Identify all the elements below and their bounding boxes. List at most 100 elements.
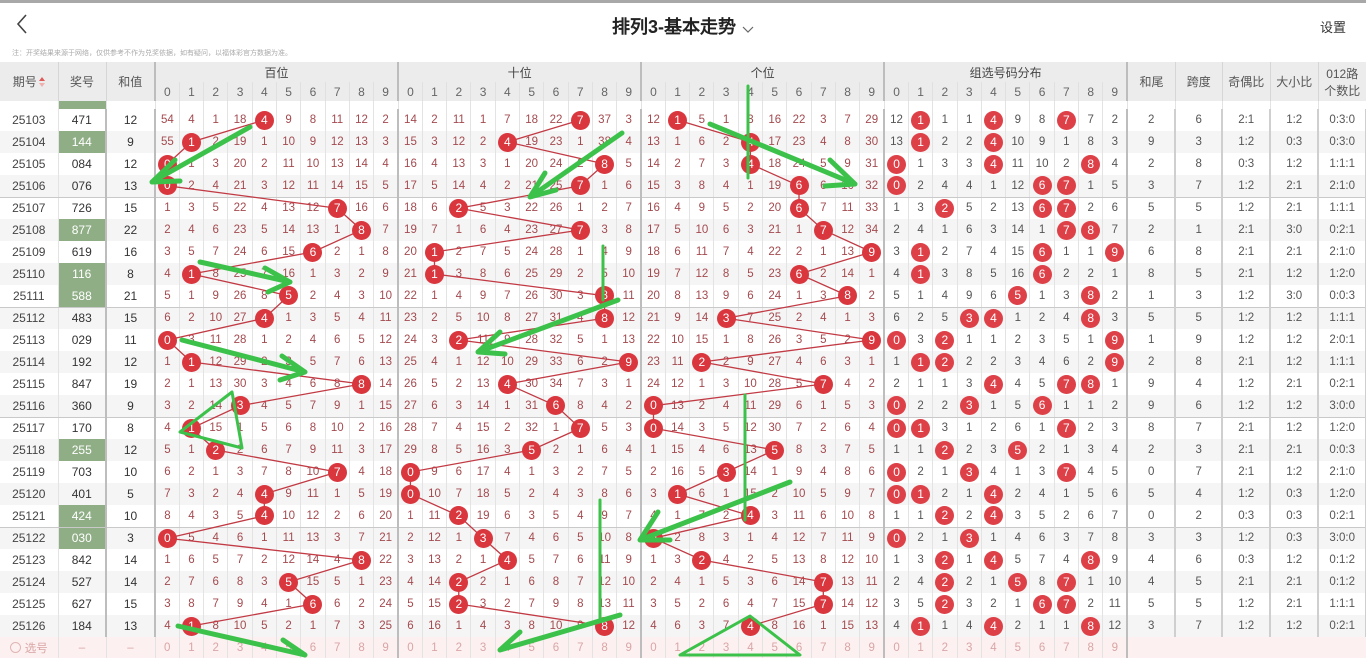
page-title-group[interactable]: 排列3-基本走势 — [0, 13, 1366, 39]
table-row[interactable]: 25118 255 12 5 1 2 2 6 7 9 11 3 17 29 8 5 16 3 5 2 1 6 4 1 15 4 6 1… — [0, 439, 1366, 461]
sort-arrows-icon[interactable] — [38, 76, 45, 90]
table-row[interactable]: 25107 726 15 1 3 5 22 4 13 12 7 16 6 18 6 2 5 3 22 26 1 2 7 16 4… — [0, 197, 1366, 219]
pick-digit-4[interactable]: 4 — [981, 637, 1007, 658]
draw-cell: 588 — [58, 285, 107, 308]
chevron-down-icon[interactable] — [742, 18, 754, 39]
table-row[interactable]: 25103 471 12 54 4 1 18 4 9 8 11 12 2 14 2 11 1 7 18 22 7 37 3 1… — [0, 109, 1366, 131]
col-issue[interactable]: 期号 — [0, 62, 59, 101]
units-cell: 9 — [738, 351, 764, 373]
pick-digit-8[interactable]: 8 — [1078, 637, 1104, 658]
table-row[interactable]: 25126 184 13 4 1 8 10 5 2 1 7 3 25 6 16 1 4 3 8 10 9 8 12 4 6 3 7 4… — [0, 615, 1366, 637]
units-cell: 5 — [835, 395, 861, 418]
pick-digit-2[interactable]: 2 — [446, 637, 472, 658]
table-row[interactable]: 25115 847 19 2 1 13 30 3 4 6 8 8 14 26 5 2 13 4 30 34 7 3 1 24 1… — [0, 373, 1366, 395]
table-row[interactable]: 25109 619 16 3 5 7 24 6 15 6 2 1 8 20 1 2 7 5 24 28 1 4 9 18 6 11… — [0, 241, 1366, 263]
pick-digit-3[interactable]: 3 — [713, 637, 739, 658]
sum-cell: 22 — [106, 219, 156, 241]
table-row[interactable]: 25125 627 15 3 8 7 9 4 1 6 6 2 24 5 15 2 3 2 7 9 8 13 11 3 5 2 6 4 7… — [0, 593, 1366, 615]
pick-digit-9[interactable]: 9 — [616, 637, 643, 658]
radio-circle-icon[interactable] — [9, 641, 21, 653]
group-cell: 4 — [1102, 439, 1129, 461]
table-row[interactable]: 25106 076 13 0 2 4 21 3 12 11 14 15 5 17 5 14 4 2 21 25 7 1 6 1… — [0, 175, 1366, 198]
table-row[interactable]: 25120 401 5 7 3 2 4 4 9 11 1 5 19 0 10 7 18 5 2 4 3 8 6 3 1 6 1 15 2… — [0, 483, 1366, 505]
pick-digit-7[interactable]: 7 — [325, 637, 350, 658]
pick-digit-7[interactable]: 7 — [811, 637, 836, 658]
pick-digit-4[interactable]: 4 — [495, 637, 521, 658]
hundreds-cell: 25 — [373, 615, 400, 637]
pick-digit-8[interactable]: 8 — [592, 637, 618, 658]
pick-digit-2[interactable]: 2 — [932, 637, 958, 658]
pick-digit-5[interactable]: 5 — [276, 637, 302, 658]
pick-digit-8[interactable]: 8 — [349, 637, 375, 658]
tens-cell: 29 — [398, 439, 423, 461]
pick-digit-0[interactable]: 0 — [155, 637, 180, 658]
pick-digit-0[interactable]: 0 — [884, 637, 909, 658]
pick-digit-4[interactable]: 4 — [738, 637, 764, 658]
table-row[interactable]: 25108 877 22 2 4 6 23 5 14 13 1 8 7 19 7 1 6 4 23 27 7 3 8 17 5 1… — [0, 219, 1366, 241]
pick-digit-9[interactable]: 9 — [859, 637, 886, 658]
hundreds-cell: 5 — [155, 285, 180, 308]
table-row[interactable]: 25117 170 8 4 1 15 1 5 6 8 10 2 16 28 7 4 15 2 32 1 7 5 3 0 14 3 5… — [0, 417, 1366, 439]
group-cell: 3 — [932, 153, 958, 175]
table-row[interactable]: 25116 360 9 3 2 14 3 4 5 7 9 1 15 27 6 3 14 1 31 6 8 4 2 0 13 2 4 1… — [0, 395, 1366, 418]
pick-digit-5[interactable]: 5 — [762, 637, 788, 658]
table-row[interactable]: 25114 192 12 1 1 12 29 2 3 5 7 6 13 25 4 1 12 10 29 33 6 2 9 23… — [0, 351, 1366, 373]
tens-cell: 9 — [422, 461, 448, 483]
pick-digit-9[interactable]: 9 — [1102, 637, 1129, 658]
pick-digit-6[interactable]: 6 — [786, 637, 812, 658]
table-row[interactable]: 25110 116 8 4 1 8 25 7 16 1 3 2 9 21 1 3 8 6 25 29 2 5 10 19 7 12… — [0, 263, 1366, 285]
tens-cell: 7 — [568, 219, 593, 241]
hundreds-cell: 9 — [373, 263, 400, 285]
table-row[interactable]: 25105 084 12 0 1 3 20 2 11 10 13 14 4 16 4 13 3 1 20 24 2 8 5 1… — [0, 153, 1366, 175]
units-cell: 4 — [859, 417, 886, 439]
pick-digit-1[interactable]: 1 — [908, 637, 934, 658]
pick-digit-2[interactable]: 2 — [689, 637, 715, 658]
table-row[interactable]: 25123 842 14 1 6 5 7 2 12 14 4 8 22 3 13 2 1 4 5 7 6 11 9 1 3 2 4 2… — [0, 549, 1366, 571]
big-small-cell: 0:3 — [1270, 505, 1320, 528]
pick-digit-0[interactable]: 0 — [641, 637, 666, 658]
hundreds-cell: 16 — [276, 263, 302, 285]
pick-digit-1[interactable]: 1 — [665, 637, 691, 658]
pick-digit-9[interactable]: 9 — [373, 637, 400, 658]
units-cell: 12 — [641, 109, 666, 131]
pick-digit-6[interactable]: 6 — [1029, 637, 1055, 658]
pick-digit-6[interactable]: 6 — [543, 637, 569, 658]
hit-ball: 8 — [595, 286, 615, 306]
pick-digit-5[interactable]: 5 — [519, 637, 545, 658]
pick-digit-2[interactable]: 2 — [203, 637, 229, 658]
pick-digit-5[interactable]: 5 — [1005, 637, 1031, 658]
table-row[interactable]: 25121 424 10 8 4 3 5 4 10 12 2 6 20 1 11 2 19 6 3 5 4 9 7 4 1 7 2 4… — [0, 505, 1366, 528]
tens-cell: 18 — [519, 109, 545, 131]
number-picker-row[interactable]: 选号 – –0 1 2 3 4 5 6 7 8 9 0 1 2 3 4 5 6 7 8 9 0 1 2 3 4 5 6 7 8 9 0 1 2 3 4 5… — [0, 637, 1366, 658]
trend-table-container[interactable]: 期号 奖号 和值 百位 十位 个位 组选号码分布 和尾 跨度 奇偶比 大小比 0… — [0, 62, 1366, 659]
table-row[interactable]: 25104 144 9 55 1 2 19 1 10 9 12 13 3 15 3 12 2 4 19 23 1 38 4 1… — [0, 131, 1366, 153]
pick-digit-1[interactable]: 1 — [179, 637, 205, 658]
settings-button[interactable]: 设置 — [1319, 20, 1346, 35]
table-row[interactable]: 25112 483 15 6 2 10 27 4 1 3 5 4 11 23 2 5 10 8 27 31 4 8 12 21… — [0, 307, 1366, 329]
units-cell: 1 — [641, 549, 666, 571]
table-row[interactable]: 25124 527 14 2 7 6 8 3 5 15 5 1 23 4 14 2 2 1 6 8 7 12 10 2 4 1 5 3… — [0, 571, 1366, 593]
pick-digit-0[interactable]: 0 — [398, 637, 423, 658]
pick-digit-3[interactable]: 3 — [227, 637, 253, 658]
pick-digit-7[interactable]: 7 — [568, 637, 593, 658]
hundreds-cell: 8 — [227, 571, 253, 593]
picker-label-cell[interactable]: 选号 — [0, 637, 59, 658]
units-cell: 11 — [689, 241, 715, 263]
table-row[interactable]: 25119 703 10 6 2 1 3 7 8 10 7 4 18 0 9 6 17 4 1 3 2 7 5 2 16 5 3 14… — [0, 461, 1366, 483]
table-row[interactable]: 25113 029 11 0 3 11 28 1 2 4 6 5 12 24 3 2 11 9 28 32 5 1 13 22… — [0, 329, 1366, 351]
pick-digit-6[interactable]: 6 — [300, 637, 326, 658]
pick-digit-8[interactable]: 8 — [835, 637, 861, 658]
draw-cell: 360 — [58, 395, 107, 418]
group-cell: 4 — [981, 131, 1007, 153]
pick-digit-4[interactable]: 4 — [252, 637, 277, 658]
pick-digit-3[interactable]: 3 — [957, 637, 982, 658]
big-small-cell: 2:1 — [1270, 439, 1320, 461]
tens-cell: 5 — [495, 241, 521, 263]
pick-digit-3[interactable]: 3 — [470, 637, 496, 658]
pick-digit-7[interactable]: 7 — [1054, 637, 1080, 658]
table-row[interactable]: 25122 030 3 0 5 4 6 1 11 13 3 7 21 2 12 1 3 7 4 6 5 10 8 0 2 8 3 1 4… — [0, 527, 1366, 549]
hit-ball: 3 — [716, 308, 736, 328]
table-row[interactable]: 25111 588 21 5 1 9 26 8 5 2 4 3 10 22 1 4 9 7 26 30 3 8 11 20 8 1… — [0, 285, 1366, 308]
pick-digit-1[interactable]: 1 — [422, 637, 448, 658]
back-button[interactable] — [12, 11, 32, 37]
